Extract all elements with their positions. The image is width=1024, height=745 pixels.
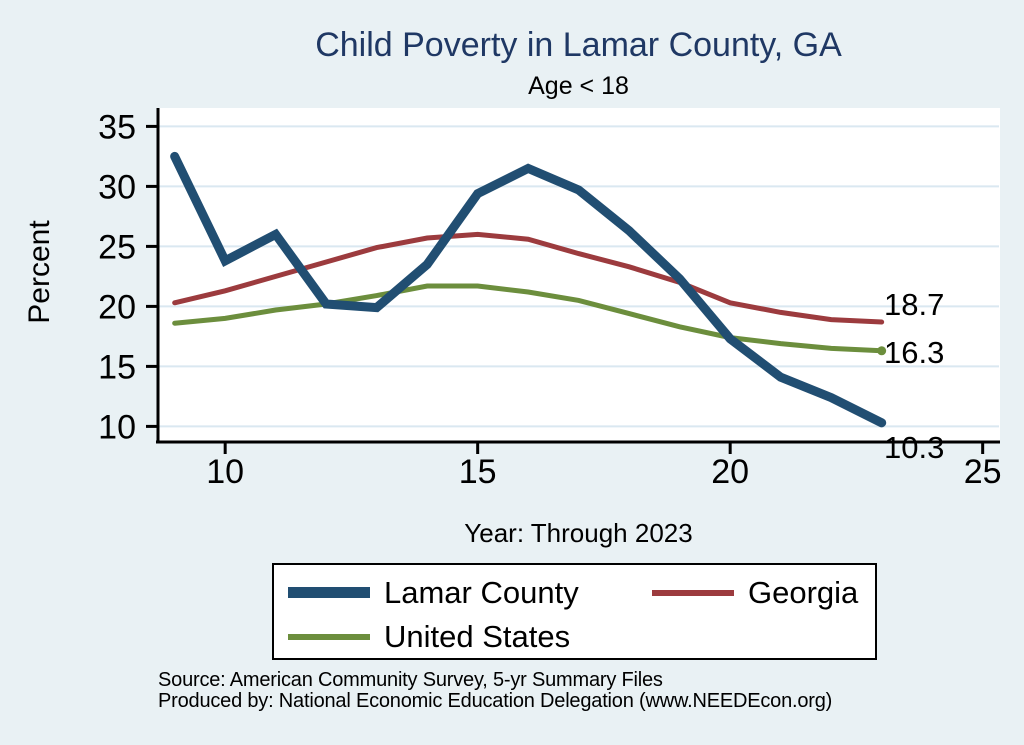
y-tick-label-25: 25 bbox=[98, 228, 136, 266]
producer-line: Produced by: National Economic Education… bbox=[158, 690, 833, 712]
end-label-lamar-county: 10.3 bbox=[884, 430, 945, 465]
legend-swatch-georgia bbox=[652, 590, 734, 596]
source-note: Source: American Community Survey, 5-yr … bbox=[158, 670, 832, 712]
x-axis-title: Year: Through 2023 bbox=[464, 518, 693, 548]
chart-subtitle: Age < 18 bbox=[528, 72, 629, 100]
y-tick-label-10: 10 bbox=[98, 408, 136, 446]
end-label-georgia: 18.7 bbox=[884, 287, 945, 322]
series-end-dot-united-states bbox=[877, 346, 887, 356]
y-tick-label-20: 20 bbox=[98, 288, 136, 326]
y-tick-label-15: 15 bbox=[98, 348, 136, 386]
series-line-georgia bbox=[172, 231, 885, 325]
series-line-lamar-county bbox=[170, 151, 887, 428]
legend-swatch-united-states bbox=[288, 634, 370, 640]
legend: Lamar County Georgia United States bbox=[272, 563, 877, 660]
x-tick-label-25: 25 bbox=[964, 453, 1002, 491]
x-tick-label-15: 15 bbox=[459, 453, 497, 491]
legend-label-georgia: Georgia bbox=[748, 575, 859, 610]
series-line-united-states bbox=[172, 283, 885, 354]
plot-area bbox=[157, 108, 1000, 442]
y-tick-label-30: 30 bbox=[98, 168, 136, 206]
end-label-united-states: 16.3 bbox=[884, 335, 945, 370]
legend-swatch-lamar-county bbox=[288, 587, 370, 598]
y-tick-label-35: 35 bbox=[98, 108, 136, 146]
chart-title: Child Poverty in Lamar County, GA bbox=[315, 26, 842, 64]
source-line: Source: American Community Survey, 5-yr … bbox=[158, 669, 663, 691]
x-tick-label-20: 20 bbox=[711, 453, 749, 491]
legend-label-lamar-county: Lamar County bbox=[384, 575, 579, 610]
legend-label-united-states: United States bbox=[384, 619, 571, 654]
x-tick-label-10: 10 bbox=[206, 453, 244, 491]
